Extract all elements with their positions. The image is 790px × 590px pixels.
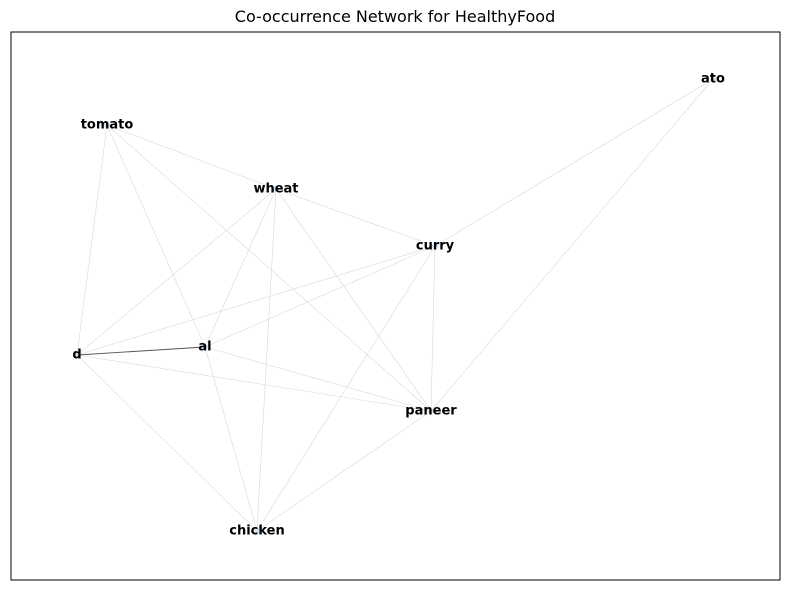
node-label-curry: curry — [416, 239, 455, 254]
node-label-al: al — [198, 340, 211, 355]
edge-d-al — [76, 346, 206, 356]
chart-title: Co-occurrence Network for HealthyFood — [234, 7, 556, 26]
edge-wheat-paneer — [275, 188, 432, 412]
edge-al-chicken — [204, 346, 258, 532]
edge-curry-paneer — [430, 245, 436, 412]
edge-d-paneer — [76, 354, 432, 412]
edge-wheat-curry — [275, 188, 436, 247]
node-ato: ato — [701, 72, 725, 87]
node-marker-tomato — [104, 122, 110, 128]
edge-curry-al — [204, 245, 436, 348]
edge-tomato-al — [106, 124, 206, 348]
node-d: d — [72, 348, 81, 363]
edge-tomato-wheat — [106, 124, 277, 190]
node-label-chicken: chicken — [229, 524, 285, 539]
node-tomato: tomato — [81, 118, 134, 133]
edge-tomato-paneer — [106, 124, 432, 412]
edge-curry-ato — [434, 78, 714, 247]
edge-wheat-al — [204, 188, 277, 348]
node-label-paneer: paneer — [405, 404, 457, 419]
node-curry: curry — [416, 239, 455, 254]
node-label-wheat: wheat — [253, 182, 298, 197]
edge-wheat-d — [76, 188, 277, 356]
node-label-tomato: tomato — [81, 118, 134, 133]
node-marker-d — [74, 352, 80, 358]
node-al: al — [198, 340, 211, 355]
node-marker-al — [202, 344, 208, 350]
edge-layer — [76, 78, 714, 532]
node-paneer: paneer — [405, 404, 457, 419]
edge-wheat-chicken — [256, 188, 277, 532]
edge-d-chicken — [76, 354, 258, 532]
edge-curry-chicken — [256, 245, 436, 532]
edge-tomato-d — [76, 124, 108, 356]
node-marker-paneer — [428, 408, 434, 414]
node-label-ato: ato — [701, 72, 725, 87]
node-marker-wheat — [273, 186, 279, 192]
node-marker-ato — [710, 76, 716, 82]
edge-al-paneer — [204, 346, 432, 412]
edge-curry-d — [76, 245, 436, 356]
node-wheat: wheat — [253, 182, 298, 197]
node-marker-curry — [432, 243, 438, 249]
edge-ato-paneer — [430, 78, 714, 412]
plot-frame — [10, 31, 781, 581]
edge-paneer-chicken — [256, 410, 432, 532]
node-label-d: d — [72, 348, 81, 363]
node-marker-chicken — [254, 528, 260, 534]
node-layer: tomato wheat curry ato d al paneer chicken — [72, 72, 725, 539]
node-chicken: chicken — [229, 524, 285, 539]
